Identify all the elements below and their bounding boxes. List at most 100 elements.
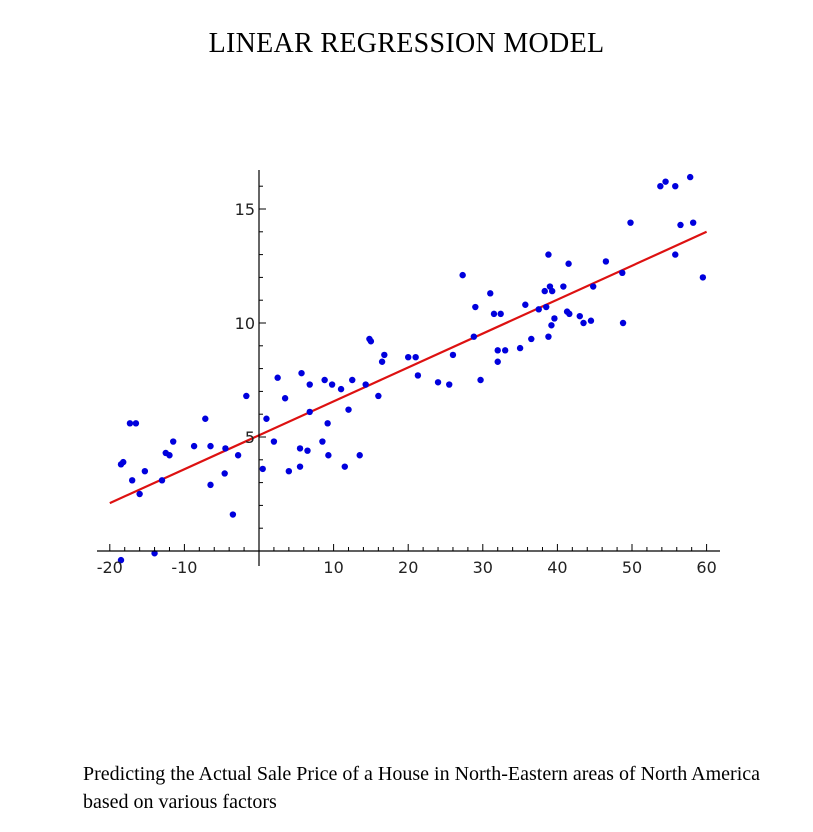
- data-point: [497, 310, 504, 318]
- data-point: [158, 477, 166, 484]
- data-point: [259, 465, 266, 473]
- data-point: [337, 385, 345, 393]
- data-point: [477, 376, 484, 384]
- data-point: [672, 251, 679, 258]
- data-point: [304, 447, 311, 454]
- data-point: [672, 183, 679, 190]
- regression-line: [109, 230, 708, 505]
- data-point: [472, 303, 479, 311]
- data-point: [356, 452, 363, 459]
- data-point: [136, 490, 143, 498]
- x-tick-label: -10: [171, 558, 197, 577]
- data-point: [324, 420, 331, 427]
- data-point: [263, 415, 270, 422]
- data-point: [535, 306, 542, 313]
- data-point: [207, 481, 214, 489]
- data-point: [349, 376, 356, 384]
- data-point: [378, 358, 386, 365]
- data-point: [362, 381, 369, 388]
- data-point: [381, 351, 388, 359]
- chart-title: LINEAR REGRESSION MODEL: [208, 28, 605, 59]
- data-point: [207, 442, 214, 450]
- data-point: [120, 458, 127, 466]
- data-point: [321, 376, 328, 384]
- data-point: [229, 511, 237, 518]
- data-point: [699, 274, 707, 281]
- data-point: [405, 354, 412, 361]
- data-point: [545, 333, 552, 340]
- data-point: [414, 372, 422, 379]
- data-point: [602, 258, 610, 265]
- x-tick-label: 50: [622, 558, 642, 577]
- data-point: [412, 354, 419, 361]
- data-point: [341, 463, 348, 470]
- x-tick-label: 60: [696, 558, 716, 577]
- data-point: [619, 269, 626, 277]
- data-point: [619, 319, 627, 327]
- data-point: [494, 358, 501, 365]
- data-point: [325, 452, 332, 459]
- data-point: [487, 290, 494, 297]
- data-point: [151, 550, 158, 557]
- data-point: [627, 219, 634, 226]
- data-point: [375, 392, 382, 400]
- data-point: [270, 438, 278, 445]
- data-point: [576, 312, 583, 320]
- x-tick-label: 10: [323, 558, 343, 577]
- data-point: [580, 319, 587, 327]
- data-point: [298, 369, 305, 377]
- x-tick-label: 30: [473, 558, 493, 577]
- data-point: [128, 477, 136, 484]
- data-point: [548, 287, 556, 295]
- data-point: [319, 438, 326, 445]
- data-point: [222, 445, 229, 452]
- data-point: [162, 449, 169, 457]
- chart-caption: Predicting the Actual Sale Price of a Ho…: [83, 763, 761, 813]
- data-point: [367, 338, 375, 345]
- data-point: [587, 317, 595, 324]
- data-point: [296, 463, 304, 470]
- data-point: [170, 438, 177, 445]
- x-tick-label: 40: [547, 558, 567, 577]
- x-tick-label: 20: [398, 558, 418, 577]
- data-point: [446, 381, 453, 388]
- data-point: [541, 287, 548, 295]
- data-point: [328, 381, 336, 388]
- data-point: [470, 333, 478, 340]
- data-point: [281, 395, 289, 402]
- x-tick-label: -20: [97, 558, 123, 577]
- data-point: [459, 271, 466, 279]
- data-point: [677, 221, 684, 229]
- data-point: [449, 351, 457, 359]
- data-point: [490, 310, 498, 318]
- data-point: [516, 344, 524, 352]
- data-point: [306, 381, 313, 388]
- data-point: [565, 260, 572, 267]
- data-point: [141, 468, 149, 475]
- data-point: [657, 183, 664, 190]
- data-point: [285, 468, 293, 475]
- data-point: [126, 420, 134, 427]
- data-point: [566, 310, 573, 318]
- data-point: [686, 173, 694, 181]
- data-point: [434, 379, 442, 386]
- data-point: [528, 335, 535, 343]
- data-point: [494, 347, 501, 354]
- data-point: [689, 219, 697, 226]
- data-point: [117, 556, 125, 564]
- data-point: [345, 406, 352, 413]
- y-tick-label: 15: [235, 200, 255, 219]
- data-point: [306, 408, 313, 416]
- data-point: [234, 452, 242, 459]
- data-point: [221, 470, 228, 477]
- data-point: [662, 178, 669, 185]
- data-point: [551, 315, 558, 322]
- y-tick-label: 10: [235, 314, 255, 333]
- data-point: [274, 374, 281, 381]
- data-point: [243, 392, 250, 400]
- data-point: [190, 442, 198, 450]
- data-point: [501, 347, 509, 354]
- data-point: [548, 322, 555, 329]
- data-point: [202, 415, 209, 422]
- data-point: [296, 445, 304, 452]
